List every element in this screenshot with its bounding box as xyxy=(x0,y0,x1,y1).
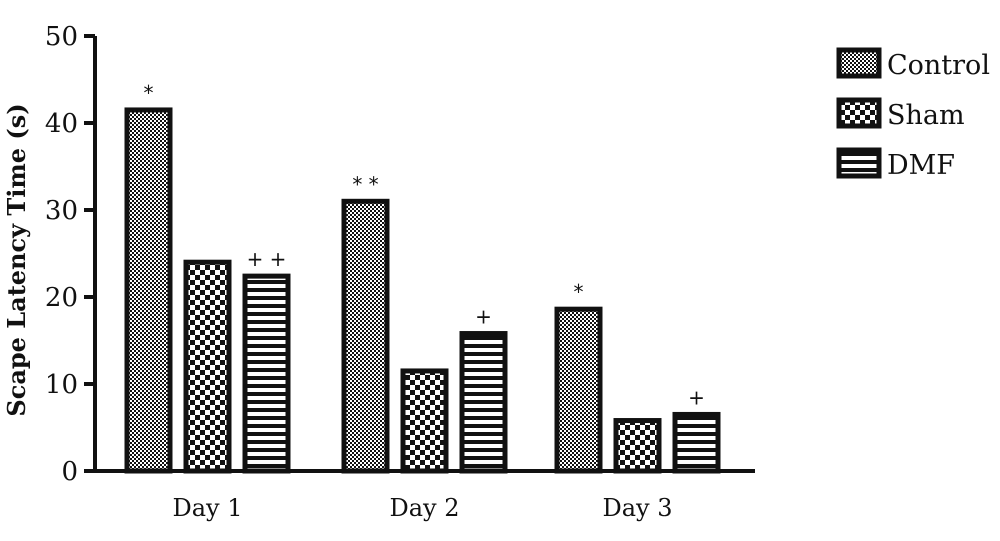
y-tick-label: 10 xyxy=(45,370,78,400)
significance-marker: * xyxy=(144,81,154,105)
legend-swatch xyxy=(836,97,882,129)
bar-annotations: * + + * * + * + xyxy=(144,81,705,410)
x-category-label: Day 3 xyxy=(602,494,672,522)
bar-control-day-2 xyxy=(341,198,390,474)
significance-marker: + + xyxy=(247,247,287,271)
bars xyxy=(124,107,721,474)
y-axis-label: Scape Latency Time (s) xyxy=(2,103,31,416)
bar-control-day-3 xyxy=(554,306,603,474)
bar-dmf-day-2 xyxy=(459,331,508,474)
legend-label: Control xyxy=(887,50,990,81)
bar-sham-day-3 xyxy=(613,418,662,474)
significance-marker: + xyxy=(688,385,705,409)
bar-dmf-day-3 xyxy=(672,411,721,474)
legend: Control Sham DMF xyxy=(836,47,990,181)
legend-swatch xyxy=(836,47,882,79)
legend-label: DMF xyxy=(887,150,955,181)
x-axis-category-labels: Day 1 Day 2 Day 3 xyxy=(172,494,672,522)
y-tick-label: 0 xyxy=(61,457,78,487)
legend-label: Sham xyxy=(887,100,965,131)
y-tick-label: 40 xyxy=(45,109,78,139)
bar-sham-day-2 xyxy=(400,368,449,474)
significance-marker: * * xyxy=(352,172,378,196)
significance-marker: * xyxy=(574,280,584,304)
legend-swatch xyxy=(836,147,882,179)
bar-sham-day-1 xyxy=(183,259,232,474)
y-tick-label: 20 xyxy=(45,283,78,313)
significance-marker: + xyxy=(475,305,492,329)
y-tick-label: 50 xyxy=(45,22,78,52)
bar-dmf-day-1 xyxy=(242,273,291,474)
y-axis-ticks: 0 10 20 30 40 50 xyxy=(45,22,95,487)
bar-control-day-1 xyxy=(124,107,173,474)
y-tick-label: 30 xyxy=(45,196,78,226)
x-category-label: Day 1 xyxy=(172,494,242,522)
x-category-label: Day 2 xyxy=(389,494,459,522)
